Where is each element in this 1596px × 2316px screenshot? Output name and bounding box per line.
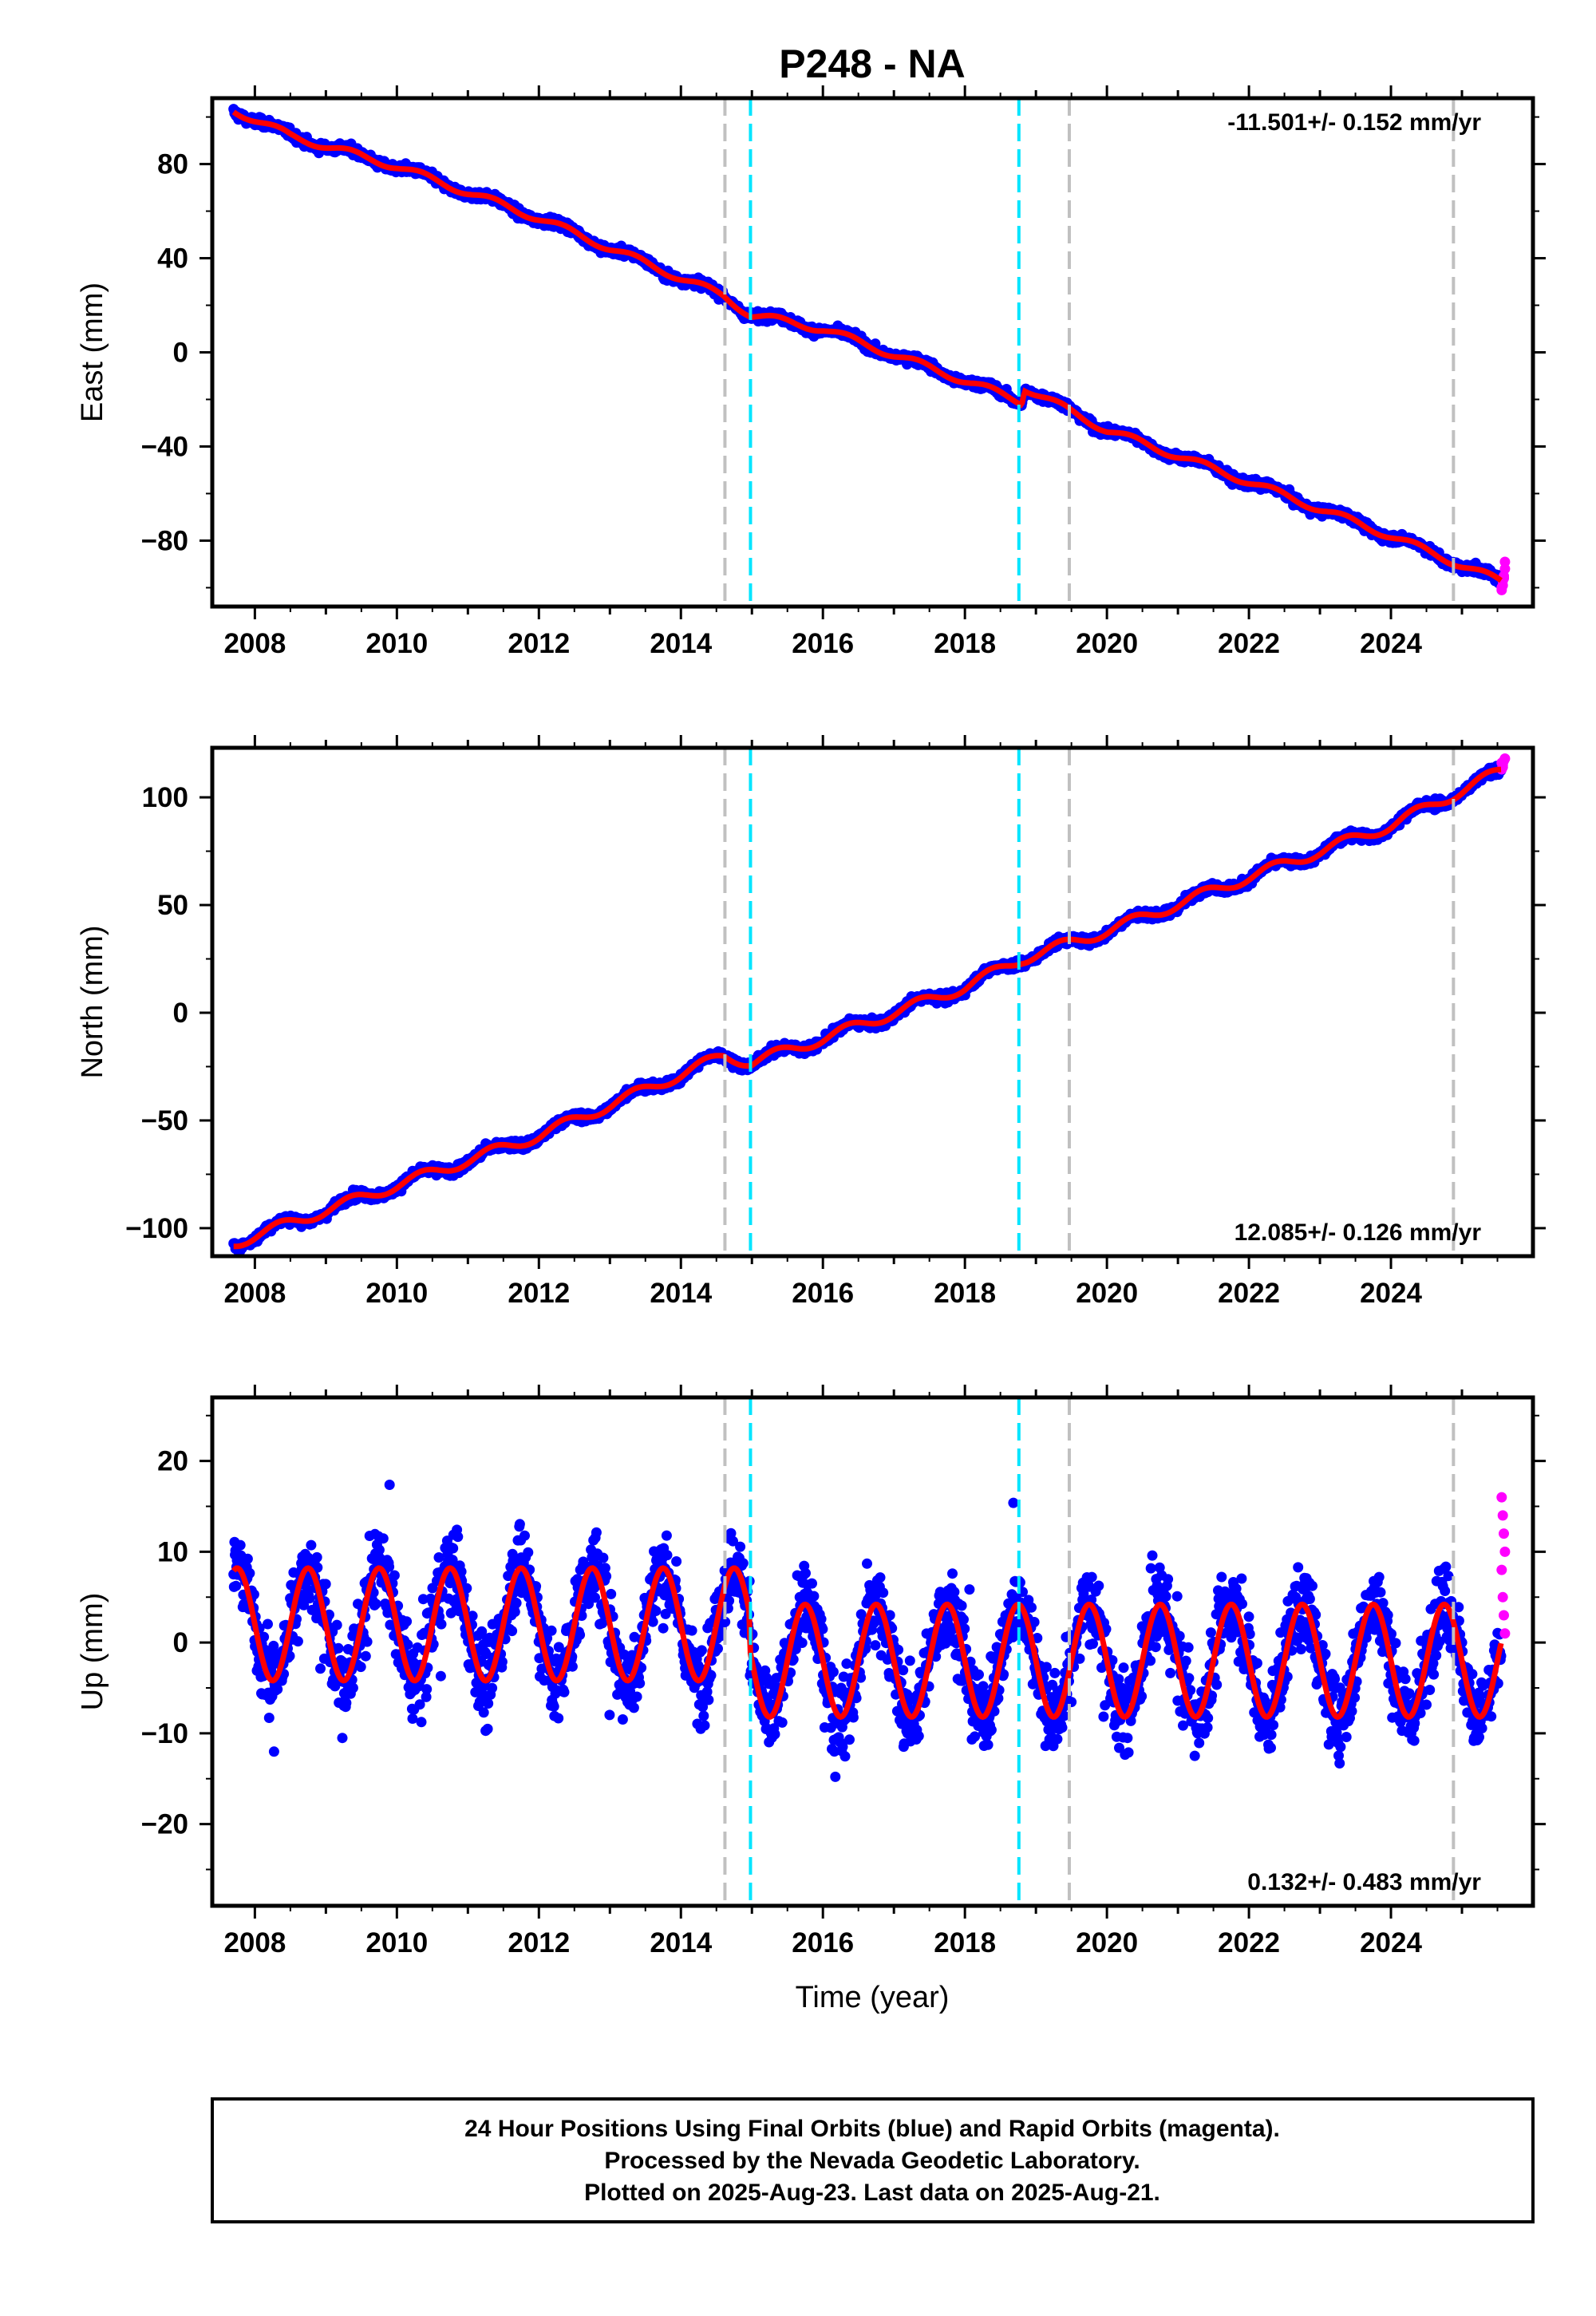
rapid-point	[1499, 573, 1509, 584]
y-tick-label: 40	[157, 243, 188, 275]
plot-area	[228, 748, 1511, 1256]
x-tick-label: 2016	[792, 628, 854, 659]
model-fit-line	[231, 109, 1503, 583]
x-tick-label: 2014	[650, 628, 712, 659]
x-tick-label: 2024	[1360, 628, 1422, 659]
y-axis-label: East (mm)	[76, 283, 109, 422]
y-tick-label: 80	[157, 149, 188, 180]
figure-title: P248 - NA	[779, 41, 965, 86]
x-tick-label: 2018	[934, 628, 996, 659]
final-orbit-points	[228, 761, 1507, 1256]
east-panel: 2008 2010 2012 2014 2016 2018 2020 2022 2024 −80 −…	[76, 85, 1546, 659]
x-tick-label: 2008	[223, 628, 286, 659]
y-tick-label: −40	[141, 431, 188, 462]
velocity-label: -11.501+/- 0.152 mm/yr	[1227, 109, 1481, 136]
y-tick-label: −80	[141, 525, 188, 556]
x-tick-label: 2020	[1076, 628, 1138, 659]
north-panel: 2008 2010 2012 2014 2016 2018 2020 2022 2024−100…	[76, 735, 1546, 1309]
rapid-point	[1499, 563, 1511, 575]
y-tick-label: 0	[173, 338, 188, 369]
x-tick-label: 2022	[1218, 628, 1280, 659]
plot-area	[228, 98, 1511, 607]
x-tick-label: 2010	[365, 628, 428, 659]
x-tick-label: 2012	[508, 628, 570, 659]
